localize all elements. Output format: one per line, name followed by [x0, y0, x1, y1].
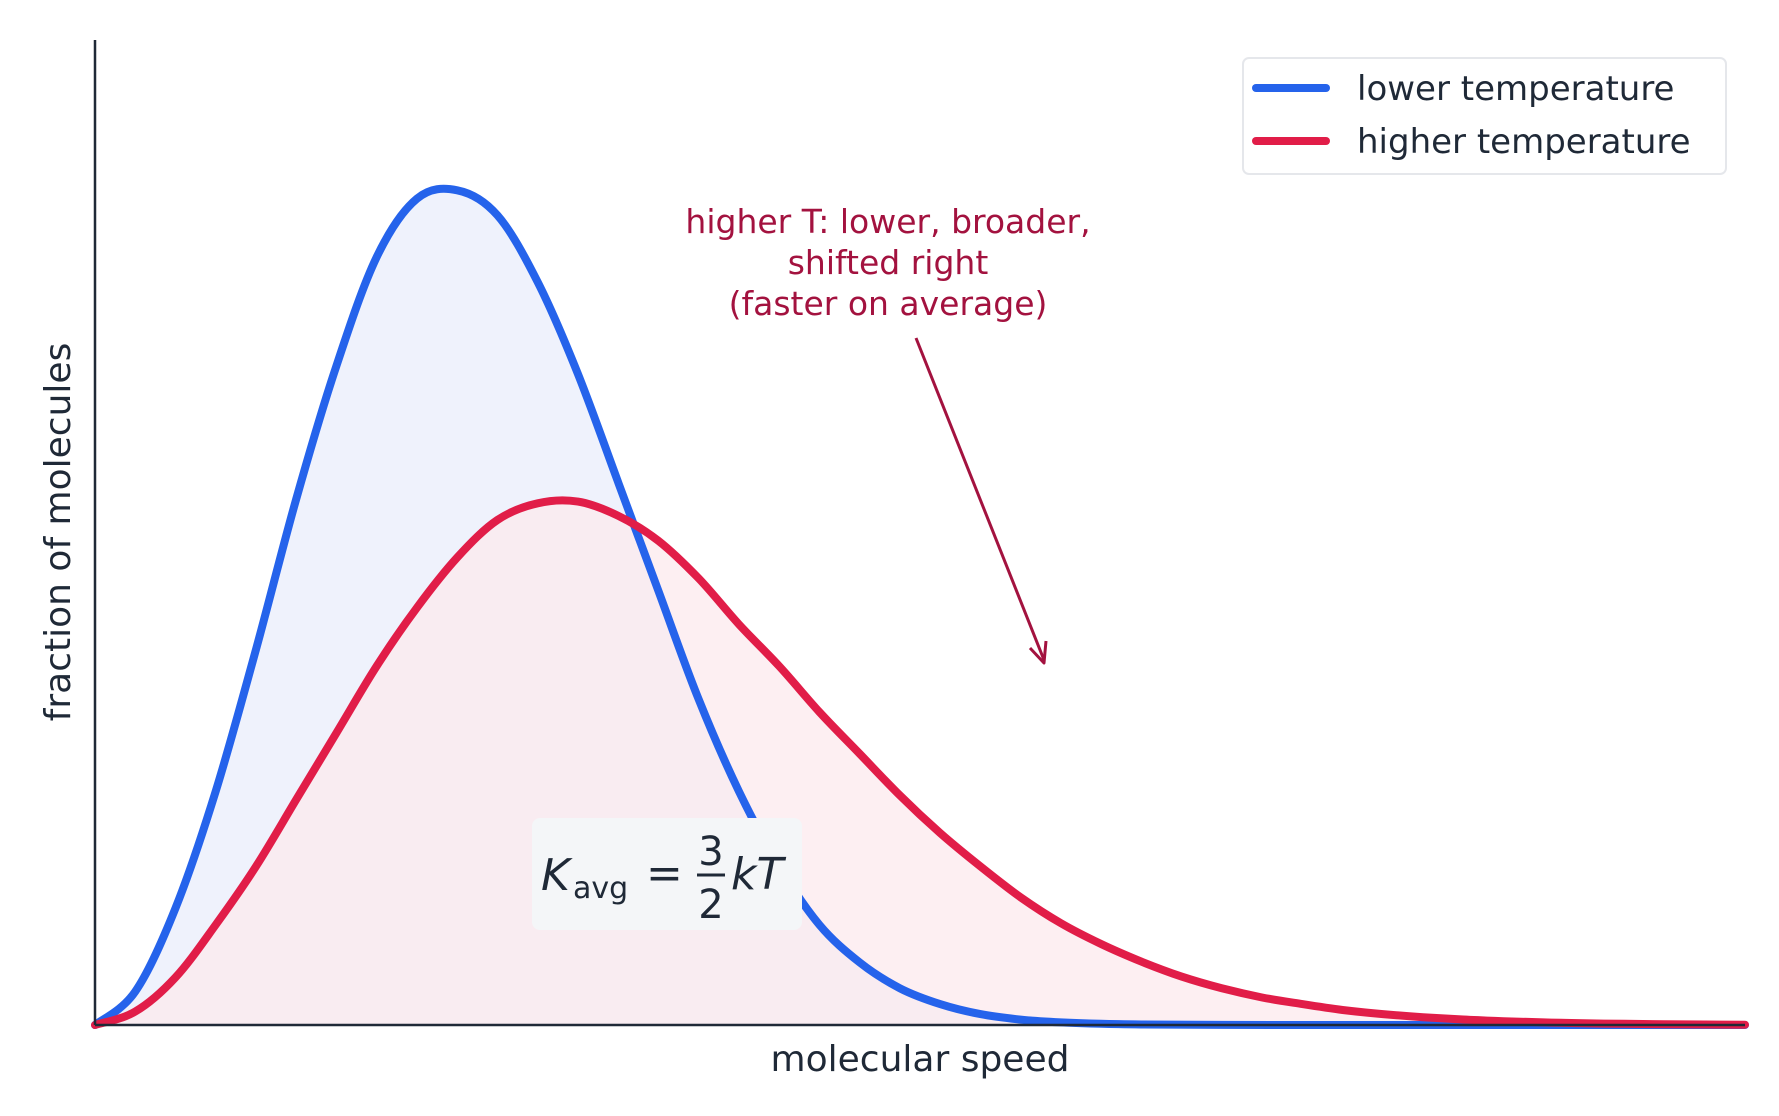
y-axis-label: fraction of molecules [38, 343, 79, 722]
annotation-line-2: shifted right [788, 243, 989, 282]
annotation-line-1: higher T: lower, broader, [685, 202, 1090, 241]
formula-box: K avg = 3 2 kT [532, 818, 802, 930]
formula-equals: = [646, 848, 683, 899]
annotation-arrowhead [1028, 640, 1048, 665]
formula-subscript: avg [573, 871, 628, 906]
formula-denominator: 2 [698, 882, 723, 928]
legend-label-lower-temperature: lower temperature [1357, 69, 1674, 109]
annotation-line-3: (faster on average) [729, 284, 1048, 323]
formula-k: K [541, 850, 573, 901]
area-fill-higher-temperature [95, 500, 1745, 1026]
annotation: higher T: lower, broader, shifted right … [685, 202, 1091, 665]
legend: lower temperature higher temperature [1242, 57, 1727, 175]
series-line-higher-temperature [91, 496, 1749, 1029]
formula-background [532, 818, 802, 930]
formula-numerator: 3 [698, 829, 723, 875]
x-axis-label: molecular speed [771, 1039, 1070, 1080]
annotation-arrow [914, 337, 1046, 661]
fills [95, 188, 1745, 1026]
formula-tail: kT [731, 849, 786, 900]
legend-label-higher-temperature: higher temperature [1357, 122, 1691, 162]
legend-box [1242, 57, 1727, 175]
